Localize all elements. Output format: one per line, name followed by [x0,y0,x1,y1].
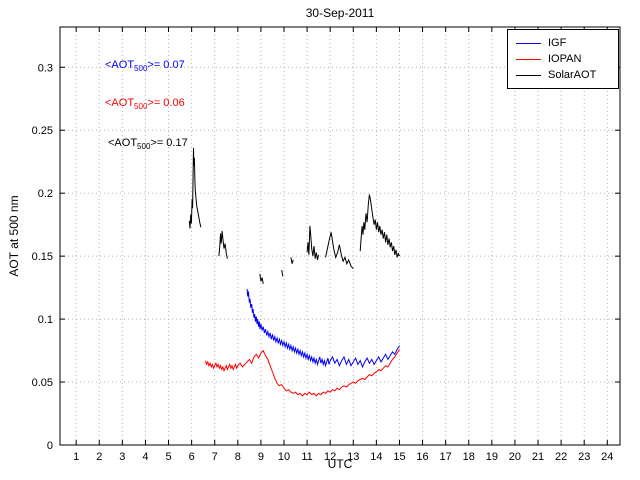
annotation-text: >= 0.07 [147,59,185,71]
annotation-subscript: 500 [134,64,148,74]
solaraot-series-line [306,225,320,261]
solaraot-series-line [325,232,354,270]
x-tick-label: 3 [119,451,125,463]
x-tick-label: 13 [347,451,359,463]
x-tick-label: 17 [440,451,452,463]
x-tick-label: 15 [393,451,405,463]
legend-line-sample-igf [516,42,541,44]
solaraot-series-line [290,257,294,264]
x-tick-label: 2 [96,451,102,463]
solaraot-series-line [218,230,228,259]
x-tick-label: 18 [463,451,475,463]
legend-label-iopan: IOPAN [548,53,582,65]
y-tick-label: 0.1 [38,314,53,326]
chart-title: 30-Sep-2011 [305,6,375,20]
legend: IGF IOPAN SolarAOT [507,29,619,89]
x-tick-label: 4 [142,451,148,463]
x-tick-label: 16 [416,451,428,463]
annotation-text: <AOT [105,97,135,109]
legend-line-sample-solaraot [516,74,541,76]
y-tick-label: 0.05 [32,377,53,389]
legend-item-igf: IGF [516,35,610,51]
x-tick-label: 19 [486,451,498,463]
y-tick-label: 0 [47,440,53,452]
mean-aot-annotation-iopan: <AOT500>= 0.06 [105,97,185,111]
y-tick-label: 0.15 [32,251,53,263]
annotation-text: >= 0.17 [150,137,188,149]
solaraot-series-line [281,269,284,277]
solaraot-series-line [259,273,264,284]
annotation-subscript: 500 [134,102,148,112]
x-tick-label: 7 [212,451,218,463]
solaraot-series-line [188,147,202,229]
x-tick-label: 5 [165,451,171,463]
legend-item-solaraot: SolarAOT [516,67,610,83]
legend-label-igf: IGF [548,37,567,49]
y-tick-label: 0.25 [32,125,53,137]
x-tick-label: 22 [555,451,567,463]
y-tick-label: 0.3 [38,62,53,74]
x-tick-label: 24 [601,451,613,463]
annotation-text: <AOT [108,137,138,149]
solaraot-series-line [359,194,400,258]
x-tick-label: 10 [278,451,290,463]
y-axis-label: AOT at 500 nm [7,195,21,277]
x-tick-label: 23 [578,451,590,463]
annotation-text: <AOT [105,59,135,71]
x-tick-label: 1 [73,451,79,463]
x-tick-label: 12 [324,451,336,463]
iopan-series-line [205,349,400,397]
x-tick-label: 9 [258,451,264,463]
x-axis-label: UTC [327,457,353,471]
mean-aot-annotation-igf: <AOT500>= 0.07 [105,59,185,73]
x-tick-label: 14 [370,451,382,463]
axes-box [59,26,621,446]
mean-aot-annotation-solaraot: <AOT500>= 0.17 [108,137,188,151]
y-tick-label: 0.2 [38,188,53,200]
x-tick-label: 8 [235,451,241,463]
annotation-text: >= 0.06 [147,97,185,109]
x-tick-label: 11 [301,451,312,463]
annotation-subscript: 500 [137,142,151,152]
legend-item-iopan: IOPAN [516,51,610,67]
igf-series-line [246,288,400,369]
x-tick-label: 20 [509,451,521,463]
legend-line-sample-iopan [516,58,541,60]
x-tick-label: 6 [189,451,195,463]
x-tick-label: 21 [532,451,544,463]
legend-label-solaraot: SolarAOT [548,69,597,81]
